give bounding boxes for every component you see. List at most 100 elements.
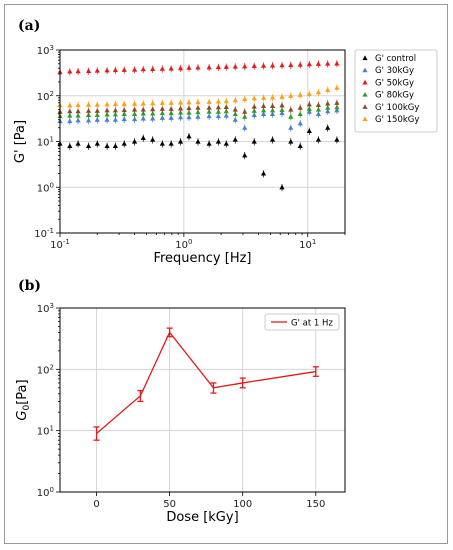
data-point xyxy=(242,96,248,102)
data-point xyxy=(260,95,267,100)
y-tick-label: 101 xyxy=(37,425,54,438)
data-point xyxy=(269,94,276,100)
data-point xyxy=(297,105,303,110)
data-point xyxy=(140,106,146,112)
y-tick-label: 100 xyxy=(37,181,54,194)
x-tick-label: 150 xyxy=(306,499,325,510)
data-point xyxy=(67,108,73,114)
data-point xyxy=(232,111,238,117)
data-point xyxy=(75,112,81,118)
data-point xyxy=(306,128,312,134)
chart-b-ticks xyxy=(56,307,317,496)
data-point xyxy=(242,63,248,69)
data-point xyxy=(159,66,165,71)
data-point xyxy=(131,111,138,117)
data-point xyxy=(150,100,156,106)
legend-marker xyxy=(362,104,368,109)
data-point xyxy=(206,64,212,70)
data-point xyxy=(112,107,118,113)
series-g-50kgy xyxy=(57,60,340,76)
data-point xyxy=(279,184,285,190)
data-point xyxy=(232,106,238,112)
data-point xyxy=(186,105,192,111)
chart-a-grid xyxy=(59,49,345,234)
data-point xyxy=(242,114,248,119)
data-point xyxy=(94,140,100,146)
data-point xyxy=(215,138,221,144)
data-point xyxy=(104,107,110,113)
data-point xyxy=(131,116,138,122)
chart-b-axes xyxy=(59,307,346,493)
data-point xyxy=(177,105,184,111)
data-point xyxy=(186,99,192,105)
series-g-at-1hz xyxy=(93,327,319,441)
data-point xyxy=(112,67,118,73)
data-point xyxy=(269,62,276,68)
legend-marker xyxy=(362,55,368,61)
data-point xyxy=(159,100,165,105)
data-point xyxy=(150,115,156,121)
data-point xyxy=(168,140,174,146)
data-point xyxy=(297,143,303,149)
chart-a-axes xyxy=(59,49,346,234)
data-point xyxy=(85,143,92,149)
data-point xyxy=(121,140,127,146)
data-point xyxy=(325,105,331,110)
data-point xyxy=(112,101,118,107)
x-axis-label: Dose [kGy] xyxy=(166,510,238,525)
data-point xyxy=(67,118,73,124)
data-point xyxy=(85,68,92,73)
data-point xyxy=(159,110,165,116)
data-point xyxy=(297,92,303,97)
data-point xyxy=(215,104,221,110)
data-point xyxy=(195,138,201,144)
data-point xyxy=(223,64,229,69)
data-point xyxy=(334,137,340,142)
data-point xyxy=(85,102,92,107)
data-point xyxy=(232,63,238,69)
x-tick-label: 100 xyxy=(233,499,252,510)
data-point xyxy=(195,64,201,70)
data-point xyxy=(131,106,138,112)
data-point xyxy=(94,117,100,122)
data-point xyxy=(140,66,146,72)
data-point xyxy=(223,140,229,146)
data-point xyxy=(121,67,127,72)
chart-b-grid xyxy=(60,307,345,493)
data-point xyxy=(121,107,127,113)
x-tick-label: 101 xyxy=(299,238,316,251)
series-g-150kgy xyxy=(57,84,340,110)
data-point xyxy=(334,85,340,90)
legend-marker xyxy=(362,92,368,97)
data-point xyxy=(297,120,303,126)
data-point xyxy=(260,170,267,176)
data-point xyxy=(121,101,127,107)
data-point xyxy=(251,95,257,101)
data-point xyxy=(186,114,192,120)
data-point xyxy=(75,140,81,146)
data-point xyxy=(269,137,276,142)
data-point xyxy=(215,98,221,104)
data-point xyxy=(315,106,322,112)
data-point xyxy=(334,60,340,66)
data-point xyxy=(104,143,110,149)
data-point xyxy=(150,66,156,72)
data-point xyxy=(206,140,212,146)
data-point xyxy=(85,117,92,123)
data-point xyxy=(315,102,322,108)
data-point xyxy=(260,103,267,108)
data-point xyxy=(67,68,73,74)
data-point xyxy=(315,89,322,95)
data-point xyxy=(251,103,257,109)
data-point xyxy=(131,138,138,144)
data-point xyxy=(242,109,248,114)
data-point xyxy=(67,143,73,149)
data-point xyxy=(150,110,156,116)
data-point xyxy=(334,104,340,110)
data-point xyxy=(288,114,294,119)
data-point xyxy=(206,105,212,110)
data-point xyxy=(297,111,303,117)
legend-label: G' control xyxy=(375,54,416,64)
data-point xyxy=(94,112,100,118)
legend-marker xyxy=(362,67,368,73)
